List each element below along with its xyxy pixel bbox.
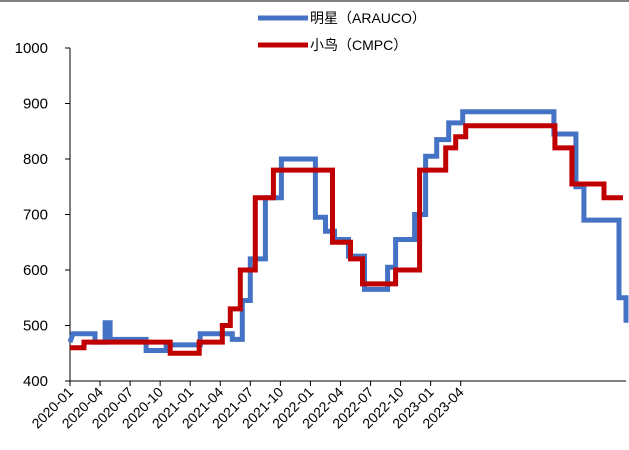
series-line-1 [70, 123, 623, 356]
y-tick-label: 500 [23, 318, 48, 335]
y-tick-label: 600 [23, 262, 48, 279]
series-line-0 [67, 109, 629, 353]
legend: 明星（ARAUCO） 小鸟（CMPC） [258, 10, 426, 53]
legend-item-1: 小鸟（CMPC） [258, 37, 407, 53]
y-tick-label: 800 [23, 151, 48, 168]
legend-label-1: 小鸟（CMPC） [310, 37, 407, 53]
y-tick-label: 400 [23, 373, 48, 390]
x-axis: 2020-012020-042020-072020-102021-012021-… [28, 380, 626, 431]
y-axis: 400 500 600 700 800 900 1000 [15, 40, 71, 390]
y-tick-label: 700 [23, 207, 48, 224]
y-tick-label: 1000 [15, 40, 48, 57]
legend-item-0: 明星（ARAUCO） [258, 10, 426, 26]
legend-label-0: 明星（ARAUCO） [310, 10, 426, 26]
series-layer [67, 109, 629, 356]
y-tick-label: 900 [23, 96, 48, 113]
